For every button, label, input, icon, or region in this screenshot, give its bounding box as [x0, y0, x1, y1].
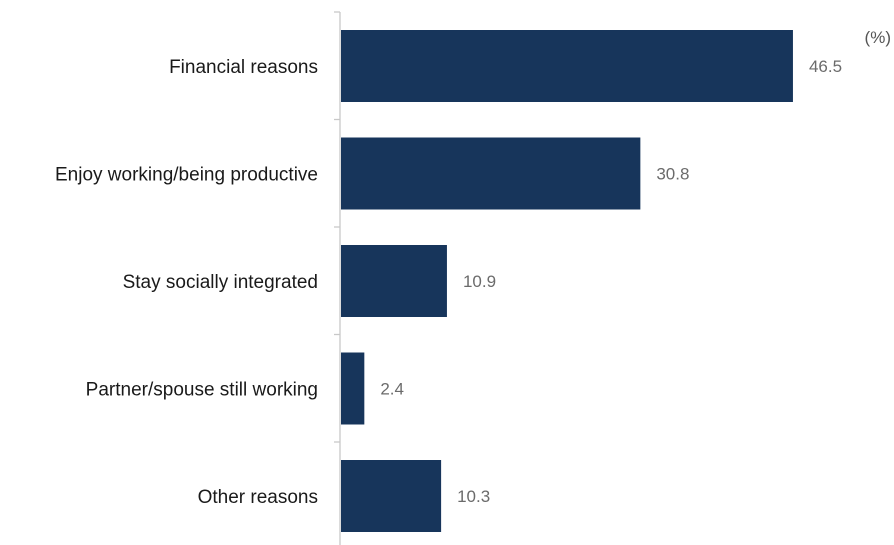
axis-layer: [334, 11, 341, 545]
value-label: 10.9: [463, 272, 496, 291]
unit-label: (%): [865, 28, 891, 47]
category-label: Other reasons: [198, 487, 318, 508]
bar-3: [341, 245, 447, 317]
value-label: 30.8: [656, 165, 689, 184]
label-layer: Financial reasons 46.5 Enjoy working/being…: [55, 57, 842, 508]
value-label: 46.5: [809, 57, 842, 76]
bar-1: [341, 30, 793, 102]
value-label: 10.3: [457, 487, 490, 506]
bar-5: [341, 460, 442, 532]
category-label: Stay socially integrated: [123, 272, 318, 293]
category-label: Partner/spouse still working: [86, 380, 318, 401]
bar-layer: [341, 30, 793, 532]
value-label: 2.4: [380, 380, 404, 399]
category-label: Enjoy working/being productive: [55, 165, 318, 186]
bar-4: [341, 352, 365, 425]
category-label: Financial reasons: [169, 57, 318, 78]
bar-2: [341, 137, 641, 210]
